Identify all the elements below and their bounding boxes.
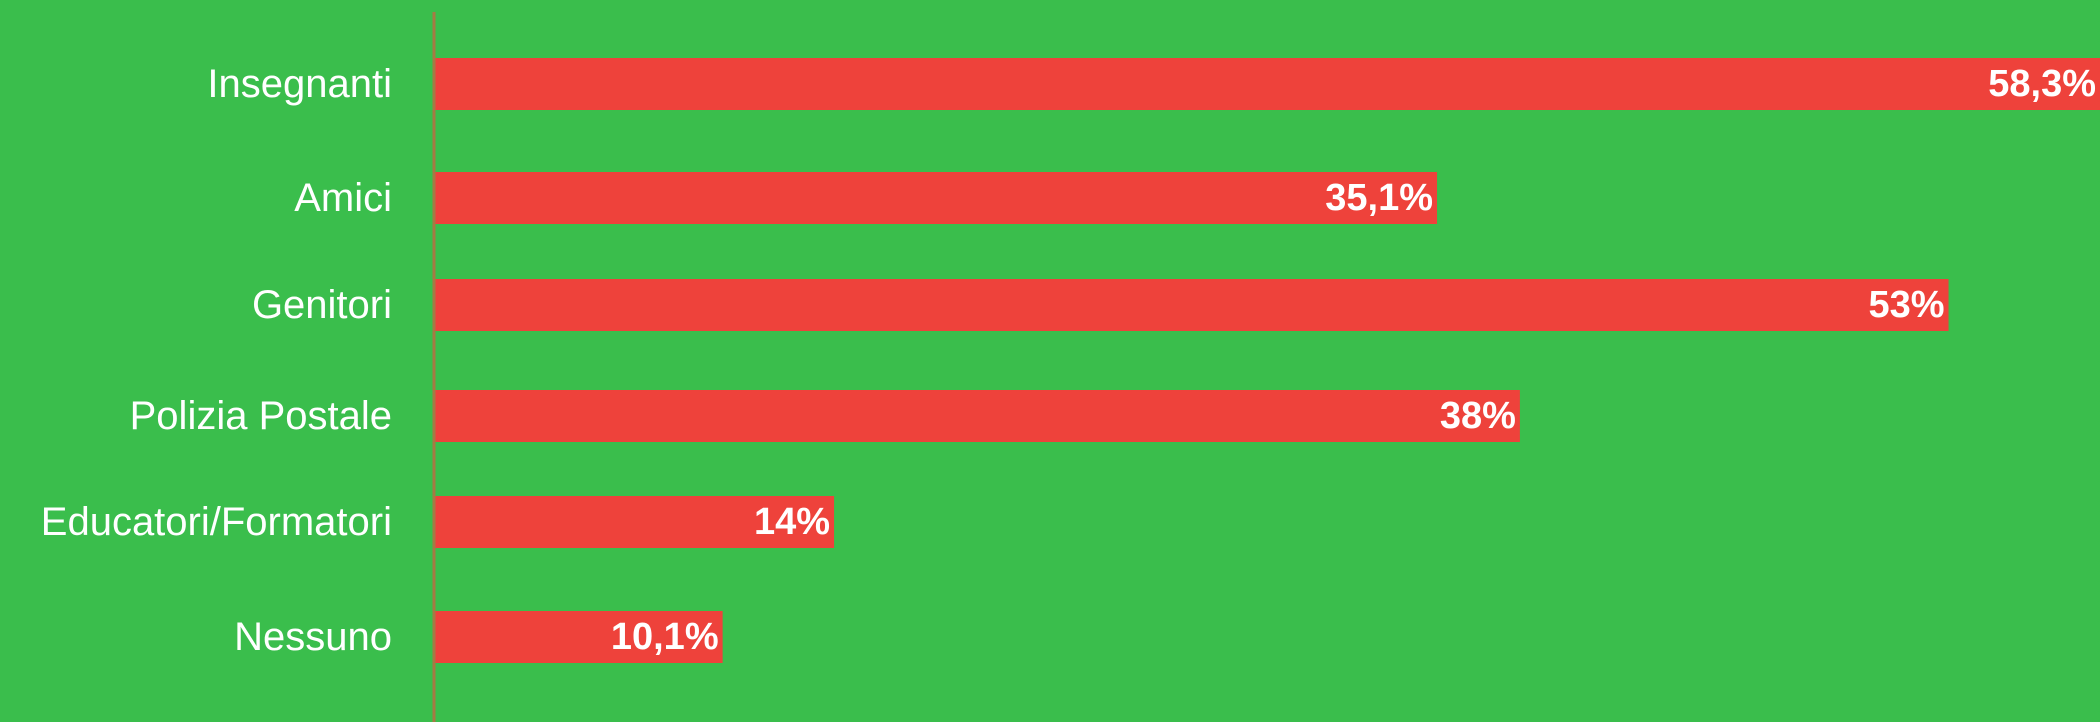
category-label: Polizia Postale <box>130 394 392 438</box>
category-label: Insegnanti <box>207 62 392 106</box>
bar <box>434 611 723 663</box>
value-label: 10,1% <box>611 616 719 658</box>
value-label: 14% <box>754 501 830 543</box>
category-labels: Insegnanti Amici Genitori Polizia Postale Ed… <box>41 62 392 659</box>
value-label: 58,3% <box>1988 63 2096 105</box>
bar <box>434 58 2100 110</box>
category-label: Amici <box>294 176 392 220</box>
value-label: 38% <box>1440 395 1516 437</box>
value-label: 53% <box>1868 284 1944 326</box>
category-label: Genitori <box>252 283 392 327</box>
category-label: Educatori/Formatori <box>41 500 392 544</box>
value-label: 35,1% <box>1325 177 1433 219</box>
bar <box>434 172 1438 224</box>
category-label: Nessuno <box>234 615 392 659</box>
bar <box>434 390 1520 442</box>
bar <box>434 496 835 548</box>
bar <box>434 279 1949 331</box>
bars-layer <box>434 58 2100 663</box>
value-labels: 58,3% 35,1% 53% 38% 14% 10,1% <box>611 63 2096 658</box>
